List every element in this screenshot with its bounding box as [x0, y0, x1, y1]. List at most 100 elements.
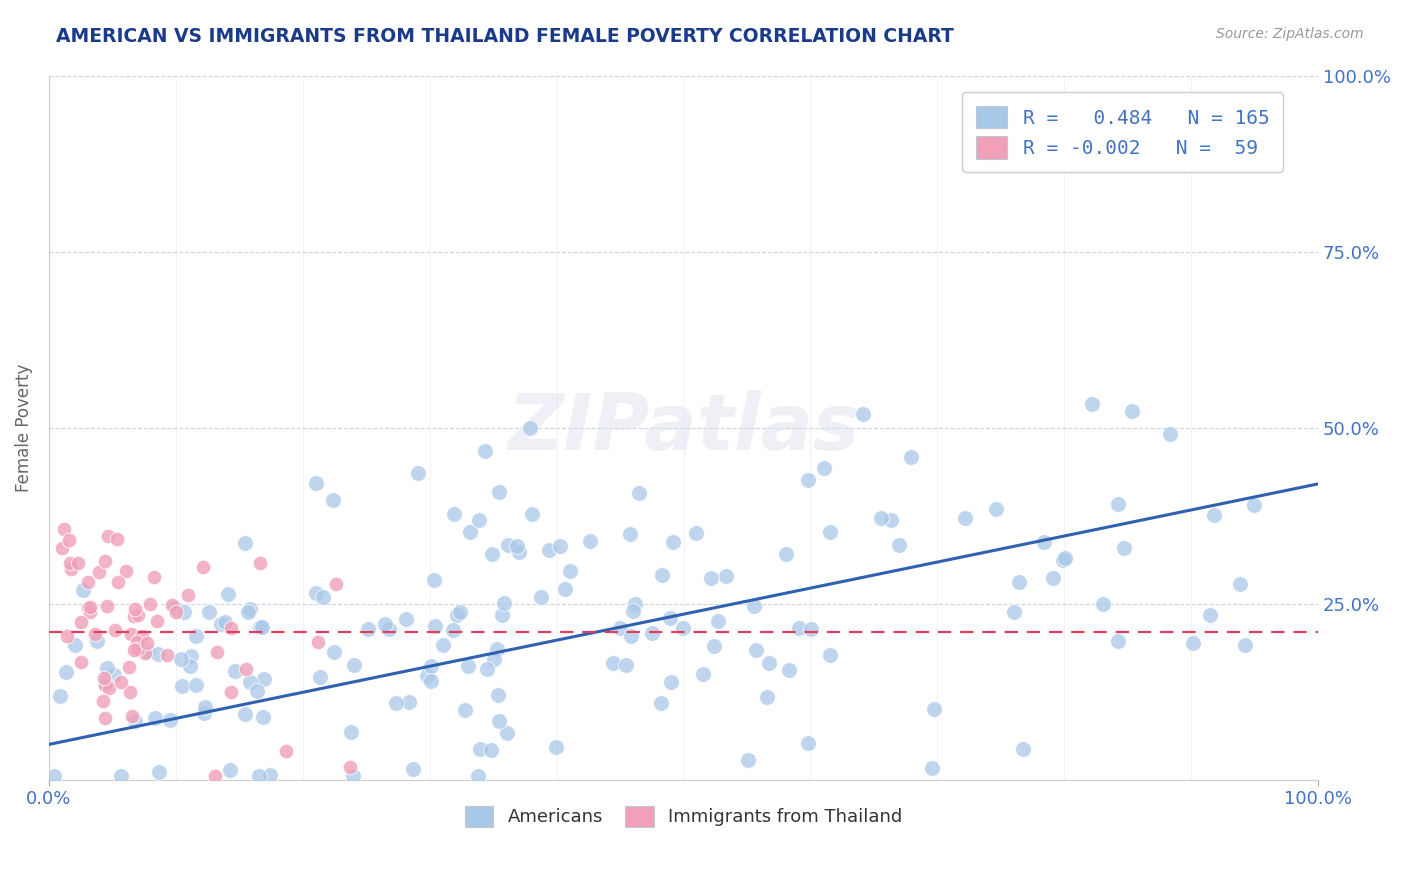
Point — [204, 769, 226, 783]
Point — [83, 627, 105, 641]
Point — [432, 638, 454, 652]
Point — [135, 635, 157, 649]
Point — [69, 655, 91, 669]
Point — [621, 604, 644, 618]
Point — [1008, 574, 1031, 589]
Point — [659, 674, 682, 689]
Point — [239, 602, 262, 616]
Point — [94, 554, 117, 568]
Point — [76, 601, 98, 615]
Point — [339, 725, 361, 739]
Point — [468, 513, 491, 527]
Point — [869, 510, 891, 524]
Point — [406, 467, 429, 481]
Point — [79, 605, 101, 619]
Point — [217, 587, 239, 601]
Point — [176, 588, 198, 602]
Point — [127, 634, 149, 648]
Point — [486, 641, 509, 656]
Point — [93, 671, 115, 685]
Point — [758, 656, 780, 670]
Point — [110, 769, 132, 783]
Point — [233, 706, 256, 721]
Point — [219, 685, 242, 699]
Point — [342, 769, 364, 783]
Point — [922, 702, 945, 716]
Point — [135, 644, 157, 658]
Point — [420, 673, 443, 688]
Point — [139, 597, 162, 611]
Text: ZIPatlas: ZIPatlas — [508, 390, 859, 466]
Point — [602, 656, 624, 670]
Point — [252, 710, 274, 724]
Point — [121, 708, 143, 723]
Point — [900, 450, 922, 464]
Point — [86, 633, 108, 648]
Point — [496, 538, 519, 552]
Point — [416, 668, 439, 682]
Point — [742, 599, 765, 614]
Point — [921, 761, 943, 775]
Point — [558, 564, 581, 578]
Point — [110, 674, 132, 689]
Point — [496, 726, 519, 740]
Point — [402, 763, 425, 777]
Point — [165, 601, 187, 615]
Point — [219, 621, 242, 635]
Point — [179, 658, 201, 673]
Point — [120, 627, 142, 641]
Point — [146, 614, 169, 628]
Point — [143, 711, 166, 725]
Point — [488, 484, 510, 499]
Point — [544, 740, 567, 755]
Point — [193, 559, 215, 574]
Point — [115, 565, 138, 579]
Point — [775, 547, 797, 561]
Point — [96, 599, 118, 613]
Point — [820, 648, 842, 663]
Point — [449, 606, 471, 620]
Point — [1092, 597, 1115, 611]
Point — [339, 759, 361, 773]
Point — [787, 621, 810, 635]
Text: Source: ZipAtlas.com: Source: ZipAtlas.com — [1216, 27, 1364, 41]
Point — [1199, 608, 1222, 623]
Point — [460, 524, 482, 539]
Point — [323, 645, 346, 659]
Point — [148, 764, 170, 779]
Point — [474, 444, 496, 458]
Point — [124, 714, 146, 728]
Point — [235, 536, 257, 550]
Point — [194, 699, 217, 714]
Point — [1121, 404, 1143, 418]
Point — [107, 574, 129, 589]
Point — [700, 571, 723, 585]
Point — [650, 696, 672, 710]
Y-axis label: Female Poverty: Female Poverty — [15, 363, 32, 491]
Point — [609, 621, 631, 635]
Point — [94, 676, 117, 690]
Point — [247, 769, 270, 783]
Point — [1112, 541, 1135, 556]
Point — [756, 690, 779, 704]
Point — [658, 611, 681, 625]
Point — [91, 694, 114, 708]
Point — [457, 658, 479, 673]
Point — [880, 513, 903, 527]
Point — [468, 742, 491, 756]
Point — [235, 662, 257, 676]
Point — [986, 502, 1008, 516]
Point — [1107, 497, 1129, 511]
Point — [170, 679, 193, 693]
Point — [491, 607, 513, 622]
Point — [165, 605, 187, 619]
Point — [538, 543, 561, 558]
Point — [520, 508, 543, 522]
Text: AMERICAN VS IMMIGRANTS FROM THAILAND FEMALE POVERTY CORRELATION CHART: AMERICAN VS IMMIGRANTS FROM THAILAND FEM… — [56, 27, 955, 45]
Point — [420, 659, 443, 673]
Point — [307, 635, 329, 649]
Point — [1159, 426, 1181, 441]
Point — [93, 678, 115, 692]
Point — [103, 668, 125, 682]
Point — [641, 625, 664, 640]
